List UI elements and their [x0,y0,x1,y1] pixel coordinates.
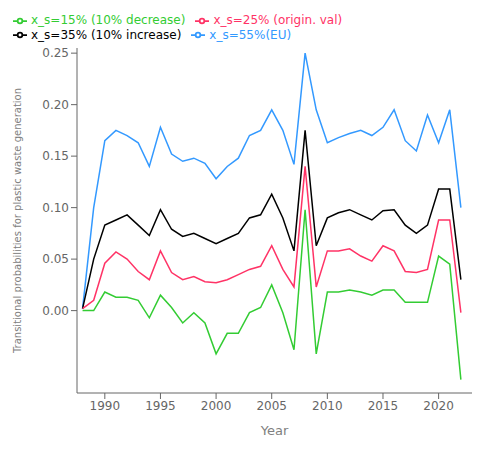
html-text:x_s=35% (10% increase): x_s=35% (10% increase) [31,27,182,42]
svg-text:0.05: 0.05 [42,252,69,266]
svg-text:1990: 1990 [90,399,121,413]
html-text:x_s=55%(EU): x_s=55%(EU) [209,27,292,42]
svg-text:0.20: 0.20 [42,98,69,112]
html-text:x_s=15% (10% decrease): x_s=15% (10% decrease) [31,13,186,27]
svg-text:Transitional probabilities for: Transitional probabilities for plastic w… [12,88,23,354]
html-text:x_s=25% (origin. val): x_s=25% (origin. val) [213,13,343,27]
svg-text:0.10: 0.10 [42,201,69,215]
svg-text:0.25: 0.25 [42,46,69,60]
svg-text:2005: 2005 [256,399,287,413]
svg-text:2020: 2020 [423,399,454,413]
svg-text:0.00: 0.00 [42,304,69,318]
svg-text:1995: 1995 [145,399,176,413]
svg-text:2015: 2015 [368,399,399,413]
svg-text:2010: 2010 [312,399,343,413]
svg-text:2000: 2000 [201,399,232,413]
svg-text:0.15: 0.15 [42,149,69,163]
svg-text:Year: Year [260,423,289,438]
